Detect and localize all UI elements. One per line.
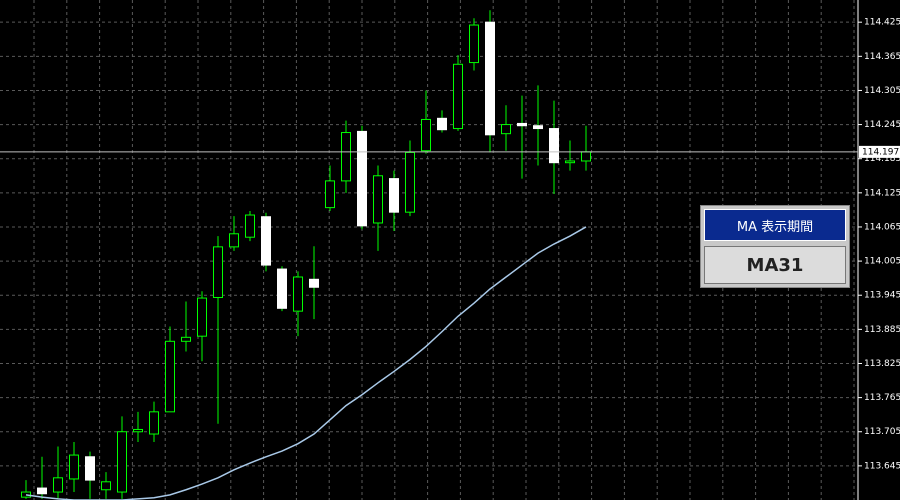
y-tick-label: 114.305 (864, 86, 900, 96)
candle-body (245, 214, 255, 238)
candle-body (53, 477, 63, 493)
candle-body (213, 246, 223, 298)
y-tick-label: 114.125 (864, 188, 900, 198)
candle-body (325, 180, 335, 209)
y-tick-label: 113.945 (864, 291, 900, 301)
panel-title: MA 表示期間 (704, 209, 846, 241)
candle-body (309, 278, 319, 288)
candle-body (197, 297, 207, 337)
y-tick-label: 114.365 (864, 52, 900, 62)
candle-body (101, 481, 111, 491)
candle-body (389, 178, 399, 213)
candle-body (133, 428, 143, 433)
candle-body (69, 454, 79, 480)
y-tick-label: 114.065 (864, 222, 900, 232)
candle-body (117, 431, 127, 493)
y-tick-label: 113.705 (864, 427, 900, 437)
y-tick-label: 114.425 (864, 18, 900, 28)
candle-body (453, 63, 463, 130)
candle-body (165, 340, 175, 413)
candle-body (437, 117, 447, 131)
moving-average (25, 226, 587, 500)
candle-body (181, 336, 191, 342)
ma-button[interactable]: MA31 (704, 246, 846, 284)
y-tick-label: 114.185 (864, 154, 900, 164)
y-tick-label: 114.245 (864, 120, 900, 130)
bid-label: 114.197 (862, 147, 899, 157)
candle-body (149, 411, 159, 435)
candle-body (341, 132, 351, 182)
candle-body (549, 128, 559, 164)
candle-body (469, 24, 479, 64)
candle-body (21, 491, 31, 498)
candle-body (421, 118, 431, 152)
y-tick-label: 113.765 (864, 393, 900, 403)
candle-body (261, 216, 271, 266)
candle-body (357, 130, 367, 227)
candle-body (581, 151, 591, 162)
candle-body (277, 268, 287, 309)
candle-body (37, 487, 47, 495)
candle-body (85, 456, 95, 481)
y-tick-label: 114.005 (864, 257, 900, 267)
bid-label-box (859, 145, 900, 158)
candle-body (405, 151, 415, 213)
y-tick-label: 113.645 (864, 461, 900, 471)
candle-body (373, 175, 383, 224)
candle-body (533, 125, 543, 130)
candle-body (517, 122, 527, 127)
candle-body (485, 21, 495, 136)
candle-body (293, 276, 303, 312)
candle-body (565, 160, 575, 164)
y-tick-label: 113.885 (864, 325, 900, 335)
candle-body (501, 124, 511, 135)
ma-panel: MA 表示期間 MA31 (700, 205, 850, 288)
candle-body (229, 233, 239, 248)
y-tick-label: 113.825 (864, 359, 900, 369)
